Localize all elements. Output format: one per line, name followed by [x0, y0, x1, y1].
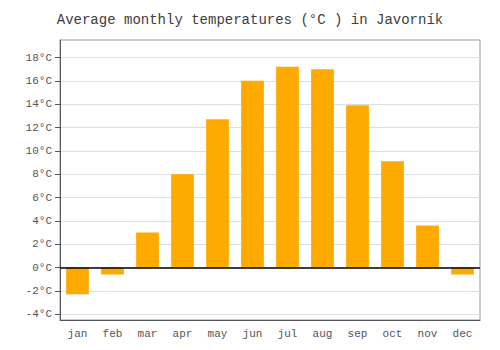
svg-text:Average monthly temperatures (: Average monthly temperatures (°C ) in Ja…	[57, 12, 443, 28]
svg-text:dec: dec	[453, 328, 473, 340]
svg-text:16°C: 16°C	[26, 75, 53, 87]
svg-text:-2°C: -2°C	[26, 285, 53, 297]
svg-text:6°C: 6°C	[32, 192, 52, 204]
svg-text:apr: apr	[173, 328, 193, 340]
svg-text:jan: jan	[68, 328, 88, 340]
svg-text:nov: nov	[418, 328, 438, 340]
svg-text:4°C: 4°C	[32, 215, 52, 227]
svg-text:sep: sep	[348, 328, 368, 340]
svg-text:aug: aug	[313, 328, 333, 340]
svg-text:mar: mar	[138, 328, 158, 340]
svg-text:0°C: 0°C	[32, 262, 52, 274]
svg-text:-4°C: -4°C	[26, 308, 53, 320]
svg-text:2°C: 2°C	[32, 238, 52, 250]
svg-text:jul: jul	[278, 328, 298, 340]
svg-text:10°C: 10°C	[26, 145, 53, 157]
svg-text:12°C: 12°C	[26, 122, 53, 134]
svg-text:8°C: 8°C	[32, 168, 52, 180]
svg-text:may: may	[208, 328, 228, 340]
svg-text:jun: jun	[243, 328, 263, 340]
svg-text:oct: oct	[383, 328, 403, 340]
svg-text:18°C: 18°C	[26, 52, 53, 64]
svg-text:feb: feb	[103, 328, 123, 340]
svg-text:14°C: 14°C	[26, 98, 53, 110]
